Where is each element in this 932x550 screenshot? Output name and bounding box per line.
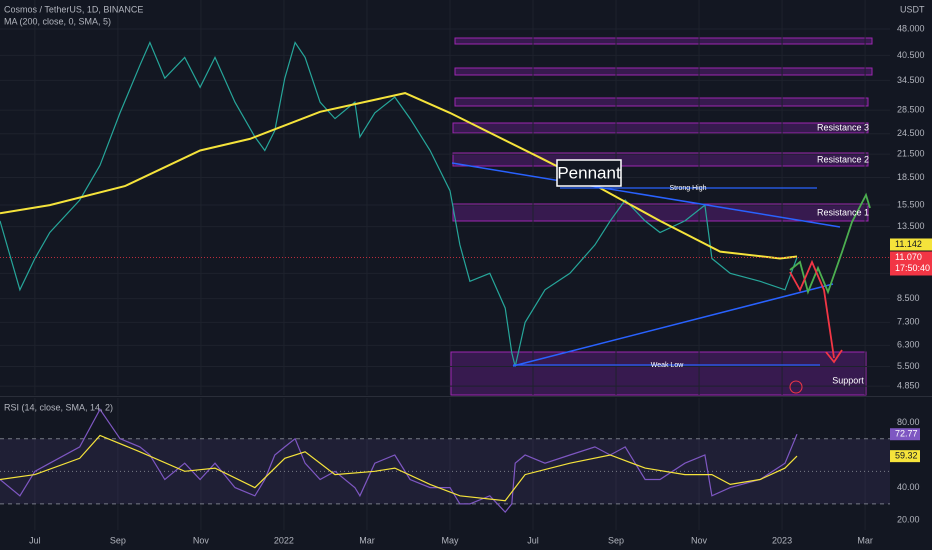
x-tick-label: 2023 xyxy=(772,535,792,545)
y-tick-label: 13.500 xyxy=(897,221,925,231)
zone xyxy=(450,351,867,396)
value-tag xyxy=(890,428,920,441)
annotation: Resistance 3 xyxy=(817,122,869,132)
projection xyxy=(789,259,835,359)
y-tick-label: 80.00 xyxy=(897,417,920,427)
trend-line xyxy=(451,162,841,228)
x-tick-label: Sep xyxy=(110,535,126,545)
countdown: 17:50:40 xyxy=(895,263,930,273)
value-tag-label: 59.32 xyxy=(895,451,918,461)
y-tick-label: 4.850 xyxy=(897,380,920,390)
x-tick-label: May xyxy=(441,535,459,545)
y-tick-label: 48.000 xyxy=(897,23,925,33)
zone xyxy=(454,97,869,107)
y-tick-label: 7.300 xyxy=(897,317,920,327)
axis-unit: USDT xyxy=(900,4,925,14)
x-tick-label: Mar xyxy=(857,535,873,545)
series-line xyxy=(0,40,798,367)
zone xyxy=(452,152,869,167)
zone xyxy=(454,37,873,45)
y-tick-label: 15.500 xyxy=(897,199,925,209)
x-tick-label: Jul xyxy=(527,535,539,545)
y-tick-label: 40.500 xyxy=(897,50,925,60)
x-tick-label: Jul xyxy=(29,535,41,545)
x-tick-label: Sep xyxy=(608,535,624,545)
y-tick-label: 8.500 xyxy=(897,293,920,303)
series-line xyxy=(0,92,798,260)
arrow-head xyxy=(825,349,843,364)
x-tick-label: Nov xyxy=(691,535,708,545)
zone xyxy=(454,67,873,76)
x-tick-label: Nov xyxy=(193,535,210,545)
y-tick-label: 24.500 xyxy=(897,128,925,138)
y-tick-label: 20.00 xyxy=(897,515,920,525)
series-line xyxy=(0,434,798,502)
trend-line xyxy=(512,283,834,367)
annotation: Weak Low xyxy=(651,362,684,369)
price-tag-label: 11.070 xyxy=(895,252,922,262)
chart-title: Cosmos / TetherUS, 1D, BINANCE xyxy=(4,4,143,14)
value-tag xyxy=(890,450,920,463)
zone xyxy=(452,203,869,222)
price-tag xyxy=(890,238,932,251)
icon[interactable] xyxy=(789,380,803,394)
series-line xyxy=(0,408,798,514)
annotation: Support xyxy=(832,375,864,385)
price-tag-label: 11.142 xyxy=(895,239,922,249)
x-tick-label: Mar xyxy=(359,535,375,545)
annotation: Resistance 2 xyxy=(817,154,869,164)
annotation: Resistance 1 xyxy=(817,207,869,217)
label-box xyxy=(556,159,622,187)
projection xyxy=(789,192,871,295)
x-tick-label: 2022 xyxy=(274,535,294,545)
legend-entry: MA (200, close, 0, SMA, 5) xyxy=(4,16,111,26)
y-tick-label: 28.500 xyxy=(897,105,925,115)
y-tick-label: 40.00 xyxy=(897,482,920,492)
annotation: Pennant xyxy=(557,163,621,182)
y-tick-label: 34.500 xyxy=(897,75,925,85)
zone xyxy=(452,122,869,134)
annotation: Strong High xyxy=(670,185,707,192)
y-tick-label: 21.500 xyxy=(897,148,925,158)
value-tag-label: 72.77 xyxy=(895,429,918,439)
price-tag xyxy=(890,251,932,276)
y-tick-label: 6.300 xyxy=(897,340,920,350)
y-tick-label: 5.500 xyxy=(897,361,920,371)
y-tick-label: 18.500 xyxy=(897,172,925,182)
pane-title: RSI (14, close, SMA, 14, 2) xyxy=(4,402,113,412)
